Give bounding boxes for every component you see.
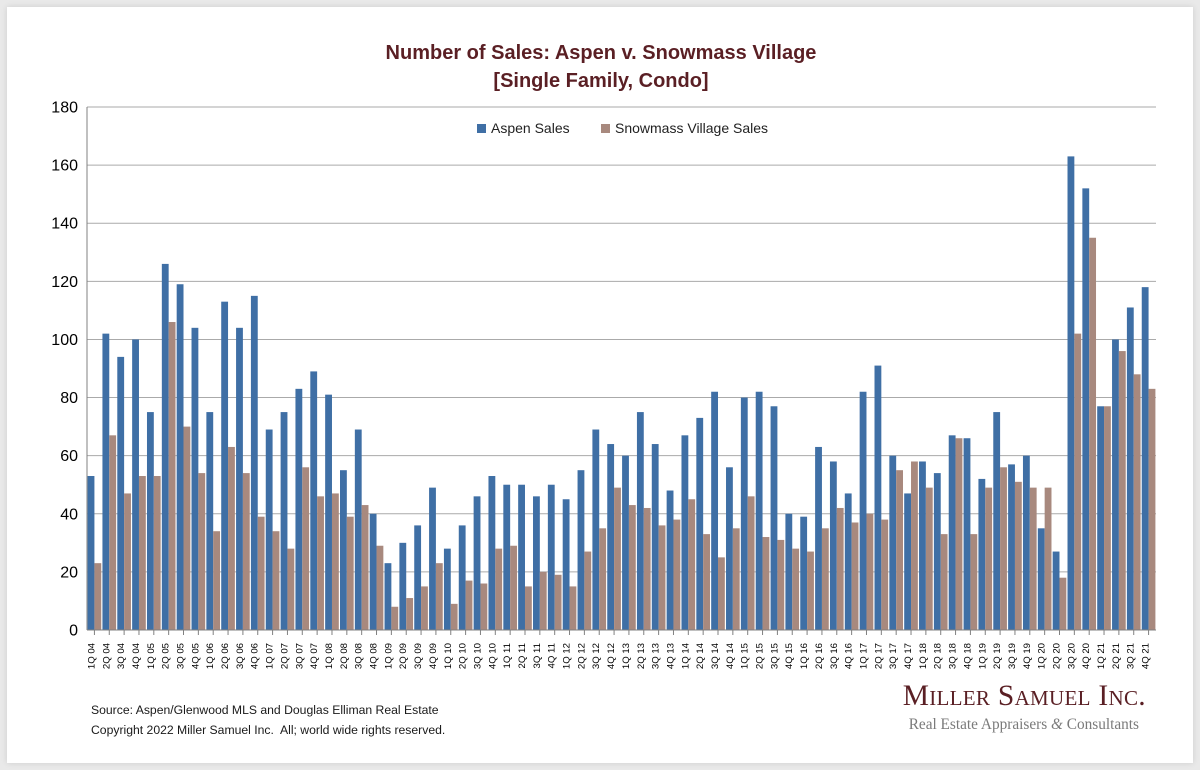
svg-text:1Q 17: 1Q 17 [858, 643, 869, 669]
svg-text:4Q 19: 4Q 19 [1022, 643, 1033, 669]
svg-text:4Q 21: 4Q 21 [1141, 643, 1152, 669]
svg-text:3Q 11: 3Q 11 [532, 643, 543, 668]
svg-text:4Q 07: 4Q 07 [309, 643, 320, 669]
svg-text:4Q 09: 4Q 09 [428, 643, 439, 669]
svg-text:2Q 20: 2Q 20 [1051, 643, 1062, 669]
svg-text:1Q 05: 1Q 05 [146, 643, 157, 669]
svg-text:4Q 14: 4Q 14 [725, 642, 736, 669]
svg-text:3Q 15: 3Q 15 [769, 643, 780, 669]
svg-text:140: 140 [51, 216, 78, 233]
svg-text:2Q 14: 2Q 14 [695, 642, 706, 669]
svg-text:4Q 12: 4Q 12 [606, 643, 617, 669]
svg-text:4Q 20: 4Q 20 [1081, 643, 1092, 669]
svg-text:1Q 06: 1Q 06 [205, 643, 216, 669]
svg-text:2Q 07: 2Q 07 [279, 643, 290, 669]
svg-text:1Q 04: 1Q 04 [86, 642, 97, 669]
svg-text:2Q 18: 2Q 18 [933, 643, 944, 669]
svg-text:4Q 16: 4Q 16 [844, 643, 855, 669]
svg-text:4Q 05: 4Q 05 [190, 643, 201, 669]
svg-text:3Q 08: 3Q 08 [354, 643, 365, 669]
svg-text:3Q 12: 3Q 12 [591, 643, 602, 669]
svg-text:60: 60 [60, 448, 78, 465]
svg-text:1Q 21: 1Q 21 [1096, 643, 1107, 669]
svg-text:3Q 20: 3Q 20 [1066, 643, 1077, 669]
svg-text:2Q 15: 2Q 15 [755, 643, 766, 669]
svg-text:1Q 07: 1Q 07 [265, 643, 276, 669]
svg-text:160: 160 [51, 158, 78, 175]
svg-text:1Q 15: 1Q 15 [740, 643, 751, 669]
svg-text:120: 120 [51, 274, 78, 291]
svg-text:4Q 04: 4Q 04 [131, 642, 142, 669]
svg-text:3Q 14: 3Q 14 [710, 642, 721, 669]
svg-text:2Q 04: 2Q 04 [101, 642, 112, 669]
svg-text:2Q 11: 2Q 11 [517, 643, 528, 668]
svg-text:180: 180 [51, 100, 78, 117]
svg-text:1Q 18: 1Q 18 [918, 643, 929, 669]
svg-text:1Q 14: 1Q 14 [680, 642, 691, 669]
svg-text:3Q 06: 3Q 06 [235, 643, 246, 669]
svg-text:2Q 19: 2Q 19 [992, 643, 1003, 669]
svg-text:3Q 07: 3Q 07 [294, 643, 305, 669]
svg-text:4Q 13: 4Q 13 [665, 643, 676, 669]
svg-text:2Q 10: 2Q 10 [458, 643, 469, 669]
svg-text:3Q 04: 3Q 04 [116, 642, 127, 669]
svg-text:40: 40 [60, 506, 78, 523]
svg-text:1Q 13: 1Q 13 [621, 643, 632, 669]
svg-text:4Q 08: 4Q 08 [369, 643, 380, 669]
svg-text:4Q 06: 4Q 06 [250, 643, 261, 669]
svg-text:100: 100 [51, 332, 78, 349]
svg-text:3Q 21: 3Q 21 [1126, 643, 1137, 669]
svg-text:2Q 21: 2Q 21 [1111, 643, 1122, 669]
svg-text:3Q 10: 3Q 10 [472, 643, 483, 669]
svg-text:1Q 11: 1Q 11 [502, 643, 513, 668]
svg-text:1Q 08: 1Q 08 [324, 643, 335, 669]
svg-text:2Q 12: 2Q 12 [576, 643, 587, 669]
svg-text:1Q 12: 1Q 12 [562, 643, 573, 669]
svg-text:4Q 10: 4Q 10 [487, 643, 498, 669]
svg-text:4Q 17: 4Q 17 [903, 643, 914, 669]
svg-text:4Q 18: 4Q 18 [962, 643, 973, 669]
svg-text:3Q 17: 3Q 17 [888, 643, 899, 669]
svg-text:3Q 19: 3Q 19 [1007, 643, 1018, 669]
svg-text:2Q 06: 2Q 06 [220, 643, 231, 669]
svg-text:1Q 10: 1Q 10 [443, 643, 454, 669]
svg-text:20: 20 [60, 564, 78, 581]
svg-text:1Q 09: 1Q 09 [383, 643, 394, 669]
svg-text:2Q 09: 2Q 09 [398, 643, 409, 669]
svg-text:3Q 09: 3Q 09 [413, 643, 424, 669]
svg-text:2Q 17: 2Q 17 [873, 643, 884, 669]
svg-text:2Q 08: 2Q 08 [339, 643, 350, 669]
svg-text:2Q 05: 2Q 05 [161, 643, 172, 669]
svg-text:1Q 16: 1Q 16 [799, 643, 810, 669]
svg-text:1Q 20: 1Q 20 [1037, 643, 1048, 669]
svg-text:1Q 19: 1Q 19 [977, 643, 988, 669]
svg-text:3Q 16: 3Q 16 [829, 643, 840, 669]
svg-text:80: 80 [60, 390, 78, 407]
svg-text:4Q 15: 4Q 15 [784, 643, 795, 669]
svg-text:3Q 05: 3Q 05 [176, 643, 187, 669]
svg-text:0: 0 [69, 623, 78, 640]
svg-text:2Q 16: 2Q 16 [814, 643, 825, 669]
svg-text:4Q 11: 4Q 11 [547, 643, 558, 668]
svg-text:3Q 18: 3Q 18 [948, 643, 959, 669]
svg-text:2Q 13: 2Q 13 [636, 643, 647, 669]
svg-text:3Q 13: 3Q 13 [651, 643, 662, 669]
